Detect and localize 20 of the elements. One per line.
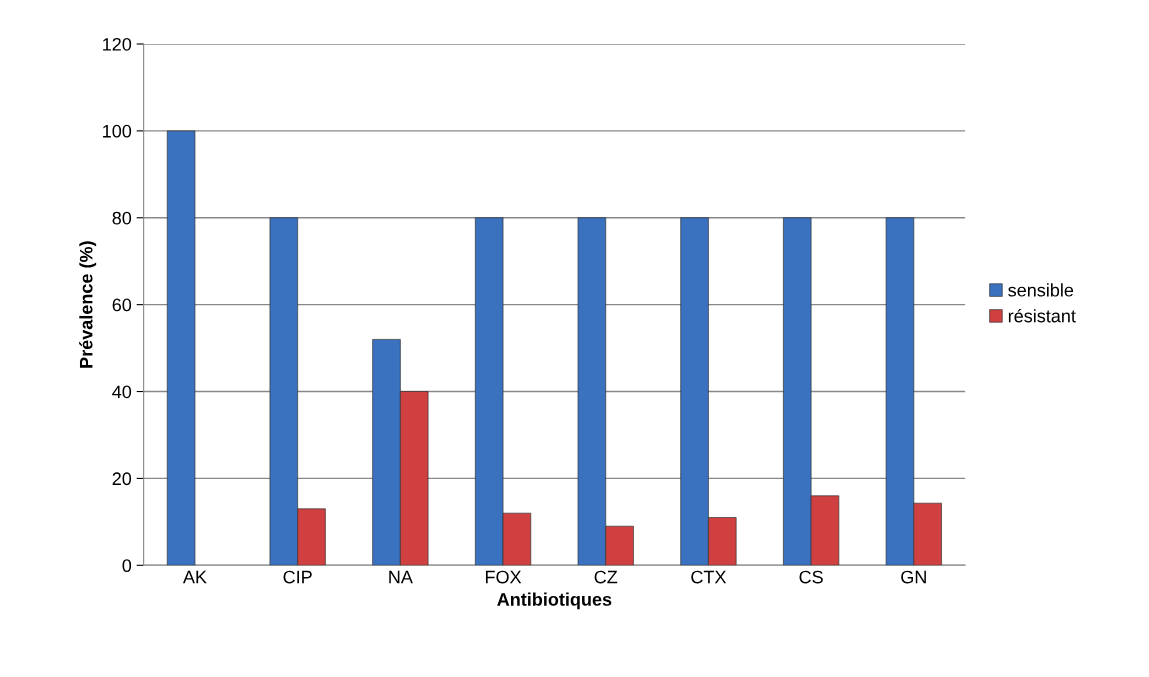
y-tick-label: 120 bbox=[103, 37, 132, 51]
y-tick-label: 100 bbox=[103, 124, 132, 138]
bar bbox=[166, 130, 196, 566]
x-tick-label: CIP bbox=[283, 570, 312, 584]
y-tick-label: 0 bbox=[122, 559, 132, 573]
x-tick-label: CZ bbox=[594, 570, 618, 584]
x-tick-label: FOX bbox=[485, 570, 522, 584]
x-tick-label: CTX bbox=[691, 570, 727, 584]
y-tick-label: 60 bbox=[112, 298, 132, 312]
y-tick-label: 40 bbox=[112, 385, 132, 399]
y-tick-label: 20 bbox=[112, 472, 132, 486]
legend-label: résistant bbox=[1008, 308, 1076, 323]
y-axis-title: Prévalence (%) bbox=[79, 241, 97, 368]
x-tick-label: AK bbox=[182, 570, 207, 584]
legend-label: sensible bbox=[1008, 283, 1074, 297]
x-tick-label: NA bbox=[389, 570, 413, 584]
x-tick-label: CS bbox=[799, 570, 823, 584]
x-axis-title: Antibiotiques bbox=[497, 592, 612, 610]
x-tick-label: GN bbox=[901, 570, 926, 584]
y-tick-label: 80 bbox=[112, 211, 132, 225]
